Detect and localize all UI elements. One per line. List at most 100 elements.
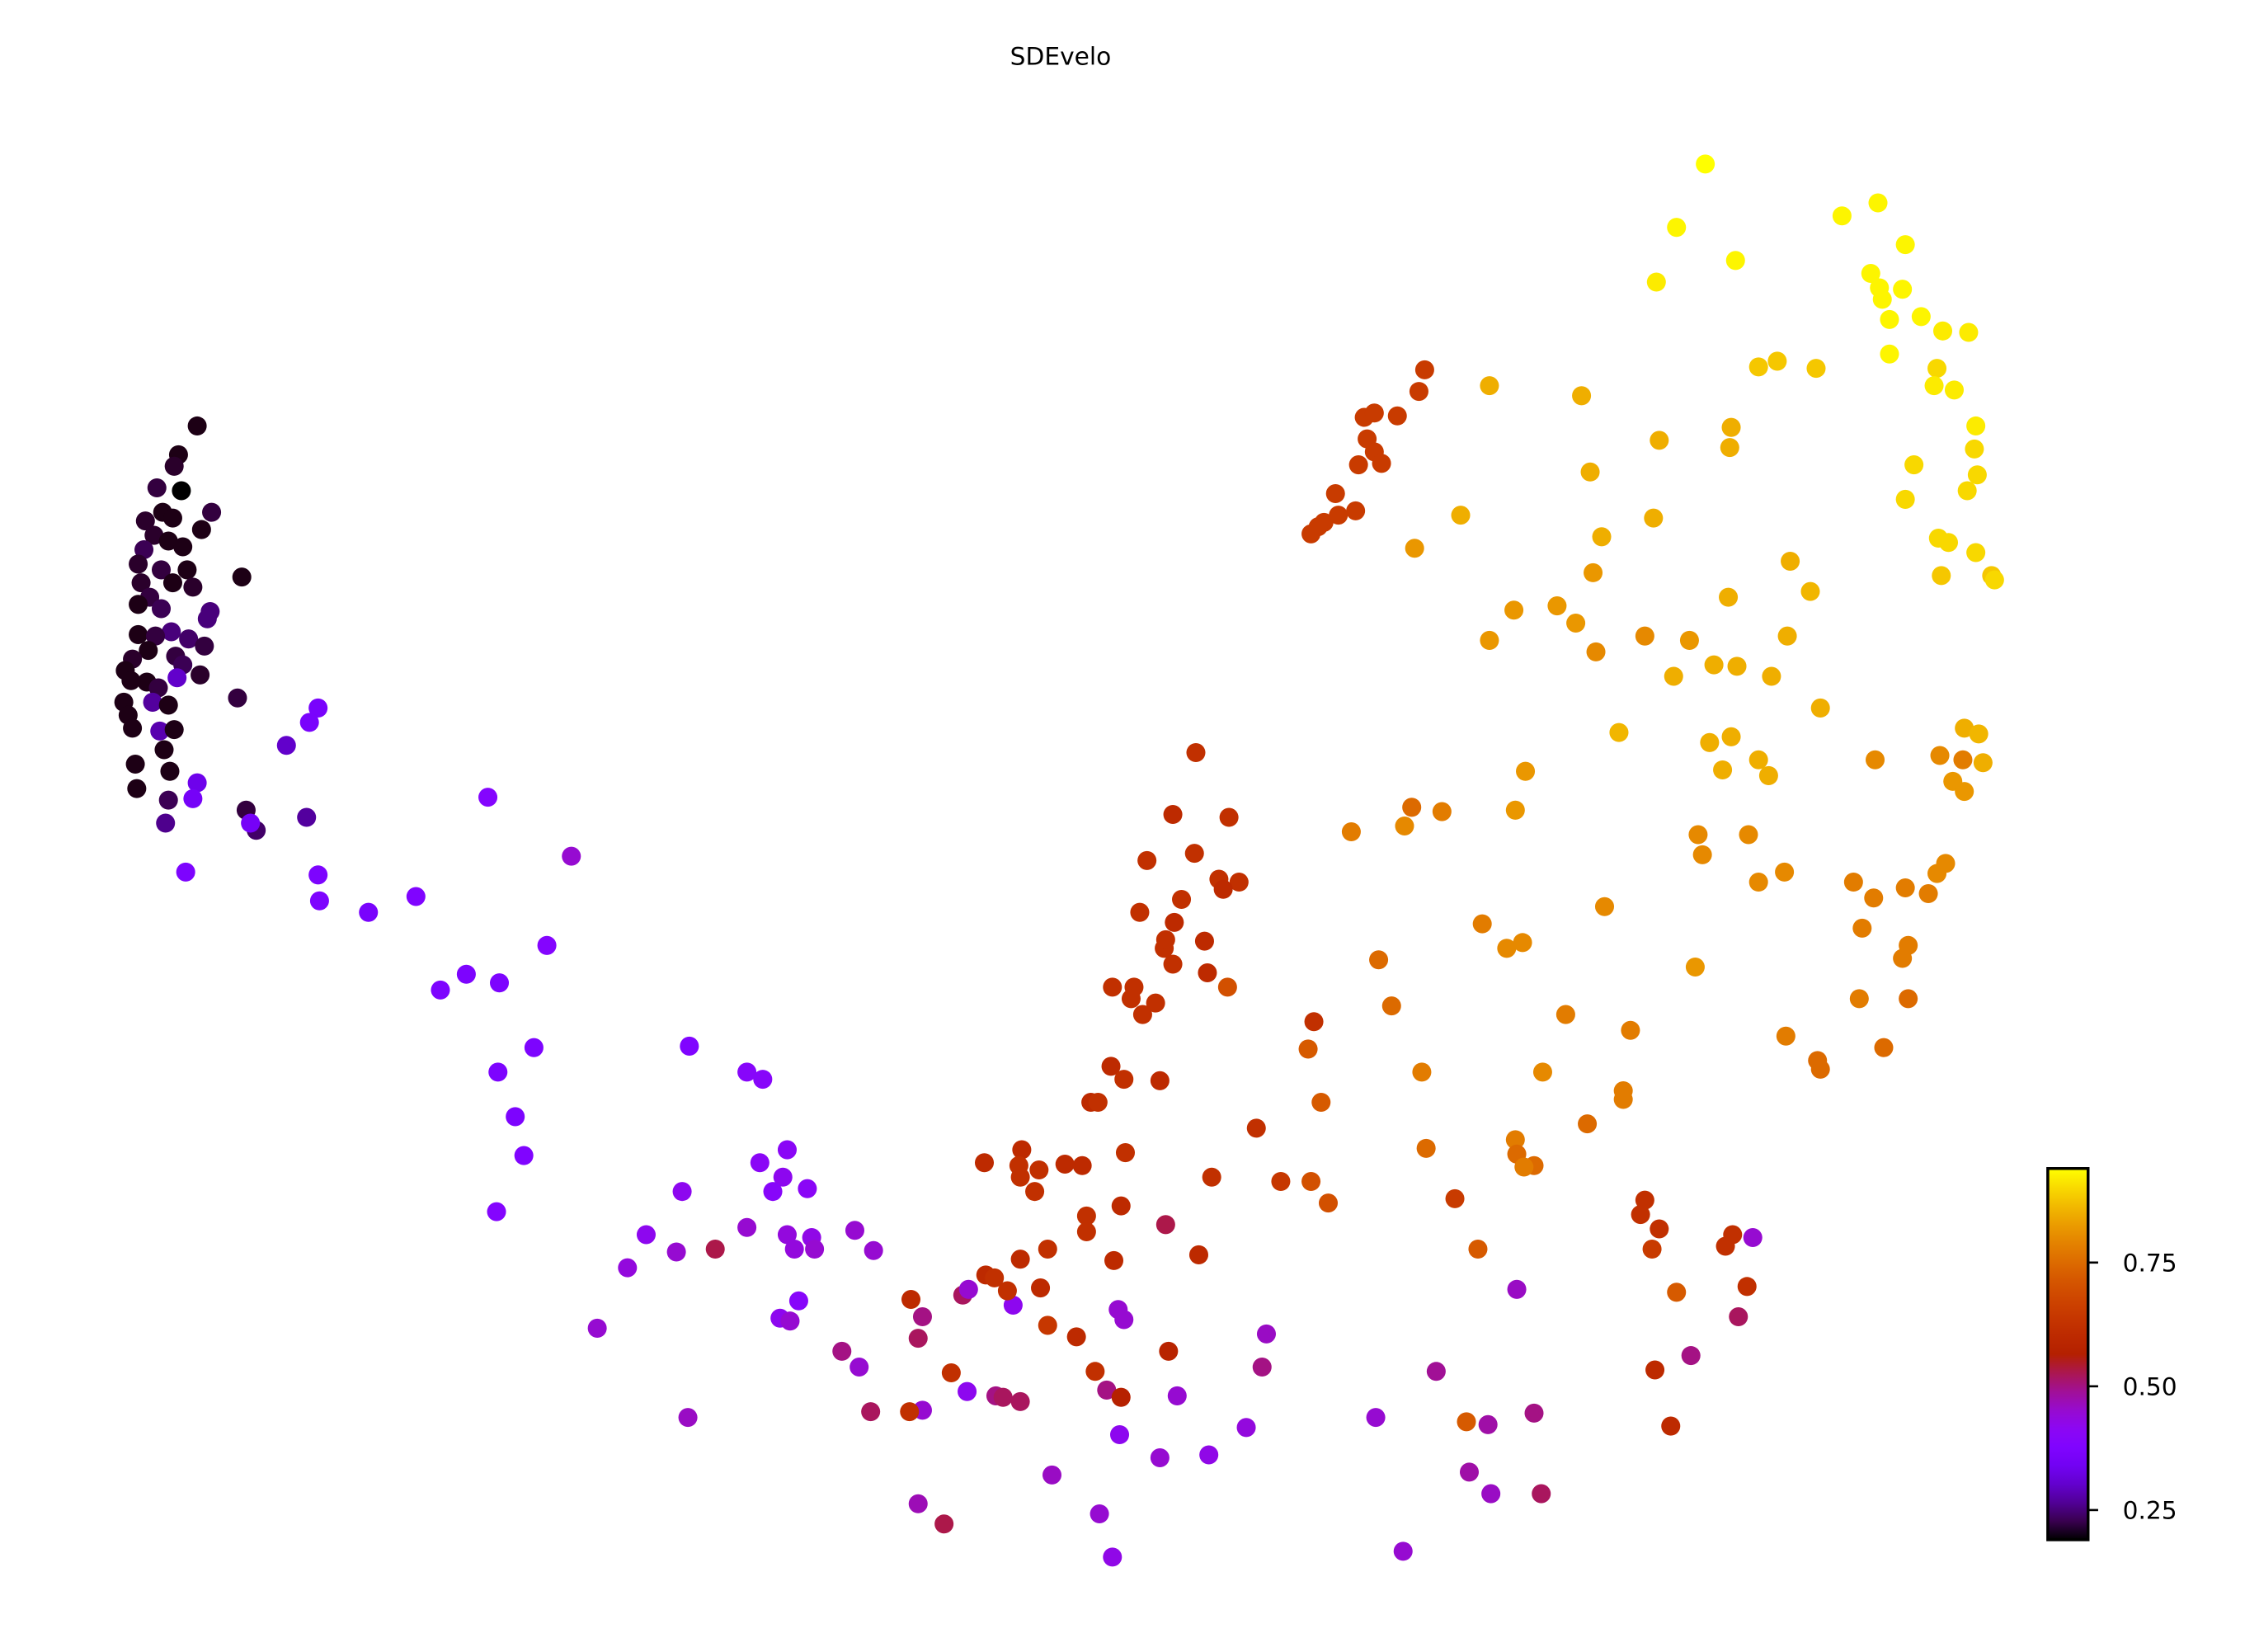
data-point <box>1650 1219 1669 1239</box>
data-point <box>1103 977 1122 997</box>
data-point <box>1480 376 1499 396</box>
data-point <box>1329 506 1348 525</box>
data-point <box>1713 760 1733 779</box>
data-point <box>1966 416 1986 435</box>
data-point <box>1405 539 1424 558</box>
data-point <box>908 1329 928 1348</box>
data-point <box>1874 1038 1894 1057</box>
data-point <box>202 502 222 522</box>
data-point <box>1457 1412 1476 1432</box>
data-point <box>1150 1071 1170 1090</box>
data-point <box>299 713 319 732</box>
data-point <box>958 1279 978 1299</box>
data-point <box>753 1070 773 1090</box>
data-point <box>147 478 167 497</box>
data-point <box>173 537 193 557</box>
data-point <box>1481 1484 1501 1504</box>
data-point <box>1832 206 1852 226</box>
data-point <box>129 624 148 644</box>
data-point <box>1725 251 1745 271</box>
data-point <box>1163 954 1183 974</box>
data-point <box>1369 950 1389 970</box>
data-point <box>1031 1278 1051 1298</box>
data-point <box>1304 1012 1324 1032</box>
data-point <box>121 671 141 690</box>
data-point <box>1414 360 1434 379</box>
data-point <box>1775 862 1795 882</box>
data-point <box>1953 750 1973 770</box>
data-point <box>1532 1062 1552 1082</box>
data-point <box>1667 1283 1687 1302</box>
data-point <box>1704 655 1724 675</box>
data-point <box>1969 724 1988 744</box>
data-point <box>1298 1039 1318 1059</box>
data-point <box>1507 1279 1527 1299</box>
data-point <box>1973 753 1993 773</box>
data-point <box>845 1221 864 1240</box>
data-point <box>145 626 166 646</box>
data-point <box>737 1062 757 1082</box>
data-point <box>1311 1092 1331 1113</box>
data-point <box>1810 1059 1830 1079</box>
data-point <box>1566 613 1586 633</box>
data-point <box>131 573 151 593</box>
data-point <box>1229 873 1249 892</box>
data-point <box>832 1341 852 1361</box>
data-point <box>1748 750 1768 770</box>
data-point <box>129 595 148 614</box>
data-point <box>151 599 172 619</box>
data-point <box>1944 380 1964 400</box>
data-point <box>1121 989 1141 1009</box>
data-point <box>1505 800 1525 820</box>
data-point <box>489 973 510 993</box>
data-point <box>1806 359 1826 379</box>
data-point <box>780 1311 800 1331</box>
data-point <box>1644 508 1664 528</box>
data-point <box>1572 386 1592 406</box>
data-point <box>197 609 217 628</box>
data-point <box>618 1258 638 1278</box>
data-point <box>773 1167 793 1187</box>
data-point <box>1681 1346 1701 1366</box>
data-point <box>1155 1215 1175 1235</box>
data-point <box>1111 1387 1131 1407</box>
data-point <box>1364 403 1384 423</box>
data-point <box>537 935 557 955</box>
data-point <box>1076 1222 1096 1242</box>
data-point <box>1472 914 1492 934</box>
data-point <box>1748 873 1768 892</box>
colorbar-tick-label: 0.25 <box>2123 1495 2177 1524</box>
data-point <box>1861 263 1880 284</box>
data-point <box>1895 489 1915 509</box>
data-point <box>1271 1171 1291 1191</box>
data-point <box>1066 1327 1086 1347</box>
data-point <box>1911 307 1931 327</box>
data-point <box>431 980 450 1000</box>
chart-title: SDEvelo <box>1010 42 1112 71</box>
data-point <box>1348 455 1368 475</box>
data-point <box>179 629 199 649</box>
data-point <box>993 1387 1013 1407</box>
data-point <box>308 865 328 885</box>
data-point <box>1402 798 1422 817</box>
data-point <box>1613 1090 1633 1109</box>
data-point <box>1864 888 1884 908</box>
data-point <box>1038 1315 1057 1335</box>
data-point <box>1341 821 1361 841</box>
data-point <box>562 846 581 866</box>
data-point <box>1586 642 1606 661</box>
data-point <box>1137 850 1157 870</box>
data-point <box>1727 657 1747 676</box>
data-point <box>1395 816 1414 836</box>
data-point <box>1150 1447 1170 1467</box>
data-point <box>1513 933 1532 953</box>
data-point <box>587 1318 607 1338</box>
data-point <box>850 1358 869 1377</box>
data-point <box>1372 454 1391 473</box>
data-point <box>1114 1070 1134 1090</box>
data-point <box>1012 1140 1032 1160</box>
data-point <box>1478 1414 1498 1434</box>
data-point <box>1893 280 1913 299</box>
data-point <box>129 554 148 574</box>
data-point <box>900 1402 920 1422</box>
